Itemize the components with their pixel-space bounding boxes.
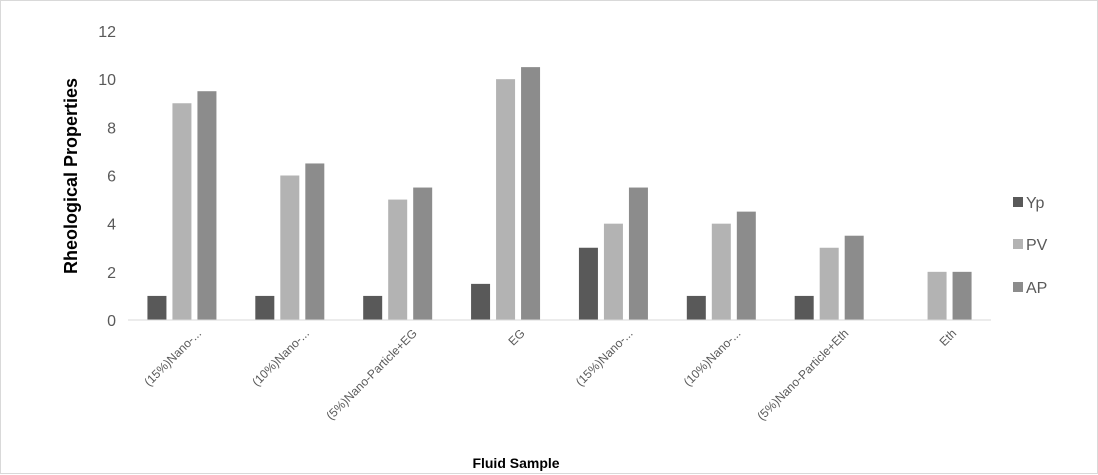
bar-ap-3 (413, 187, 433, 320)
y-tick-label: 10 (98, 72, 116, 89)
legend: Yp PV AP (1013, 195, 1048, 297)
x-category-label: EG (506, 326, 528, 348)
bar-ap-7 (844, 235, 864, 320)
bar-yp-5 (578, 247, 598, 320)
x-category-label: (5%)Nano-Particle+EG (323, 326, 419, 422)
y-axis-ticks: 0 2 4 6 8 10 12 (98, 24, 116, 330)
bars (147, 67, 972, 321)
bar-ap-6 (736, 211, 756, 320)
legend-label-yp: Yp (1026, 195, 1044, 212)
x-category-label: (10%)Nano-... (249, 326, 312, 389)
bar-yp-7 (794, 295, 814, 320)
x-category-label: (5%)Nano-Particle+Eth (754, 326, 851, 423)
legend-label-pv: PV (1026, 237, 1048, 254)
bar-pv-1 (172, 103, 192, 320)
legend-label-ap: AP (1026, 280, 1047, 297)
bar-yp-3 (363, 295, 383, 320)
legend-swatch-pv (1013, 239, 1023, 249)
bar-yp-4 (471, 283, 491, 320)
y-axis-title: Rheological Properties (61, 78, 81, 274)
bar-pv-5 (603, 223, 623, 320)
bar-ap-2 (305, 163, 325, 320)
y-tick-label: 0 (107, 313, 116, 330)
legend-swatch-yp (1013, 197, 1023, 207)
bar-pv-4 (496, 79, 516, 321)
bar-ap-4 (521, 67, 541, 320)
bar-pv-3 (388, 199, 408, 320)
x-category-label: (10%)Nano-... (681, 326, 744, 389)
bar-ap-8 (952, 271, 972, 320)
x-axis-title: Fluid Sample (472, 455, 559, 471)
y-tick-label: 2 (107, 265, 116, 282)
y-tick-label: 4 (107, 217, 116, 234)
y-tick-label: 12 (98, 24, 116, 41)
bar-pv-7 (819, 247, 839, 320)
bar-pv-8 (927, 271, 947, 320)
x-category-label: (15%)Nano-... (573, 326, 636, 389)
y-tick-label: 8 (107, 120, 116, 137)
bar-yp-1 (147, 295, 167, 320)
x-category-label: (15%)Nano-... (141, 326, 204, 389)
bar-yp-2 (255, 295, 275, 320)
bar-ap-5 (628, 187, 648, 320)
bar-pv-2 (280, 175, 300, 320)
y-tick-label: 6 (107, 169, 116, 186)
bar-yp-6 (686, 295, 706, 320)
bar-ap-1 (197, 91, 217, 320)
legend-swatch-ap (1013, 282, 1023, 292)
x-category-label: Eth (937, 326, 960, 349)
x-axis-category-labels: (15%)Nano-... (10%)Nano-... (5%)Nano-Parti… (141, 326, 959, 423)
bar-pv-6 (711, 223, 731, 320)
